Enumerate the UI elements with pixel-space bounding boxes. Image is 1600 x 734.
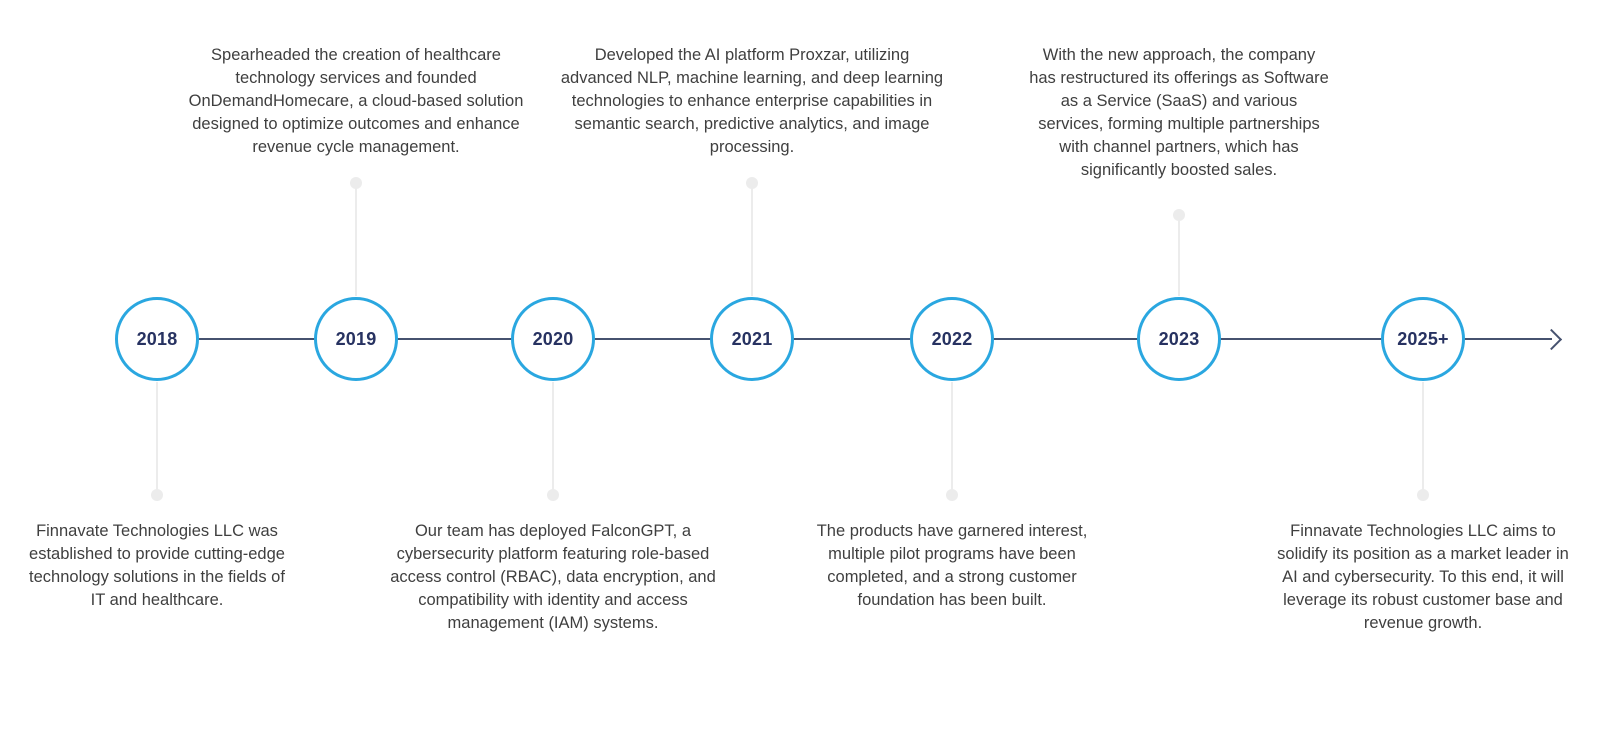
- milestone-description: Finnavate Technologies LLC was establish…: [29, 522, 285, 609]
- stem-dot: [946, 489, 958, 501]
- year-circle-2018: 2018: [115, 297, 199, 381]
- stem-dot: [350, 177, 362, 189]
- year-circle-2021: 2021: [710, 297, 794, 381]
- timeline-axis: [157, 338, 1552, 340]
- year-label: 2025+: [1397, 328, 1449, 349]
- stem-line: [355, 183, 357, 296]
- stem-line: [1422, 382, 1424, 495]
- year-label: 2018: [136, 328, 178, 349]
- stem-line: [156, 382, 158, 495]
- milestone-description: Spearheaded the creation of healthcare t…: [188, 46, 524, 156]
- milestone-description: Our team has deployed FalconGPT, a cyber…: [390, 522, 716, 632]
- year-circle-2022: 2022: [910, 297, 994, 381]
- year-circle-2023: 2023: [1137, 297, 1221, 381]
- stem-dot: [547, 489, 559, 501]
- stem-dot: [151, 489, 163, 501]
- stem-dot: [746, 177, 758, 189]
- milestone-description: Developed the AI platform Proxzar, utili…: [560, 46, 944, 156]
- year-label: 2021: [731, 328, 773, 349]
- stem-line: [552, 382, 554, 495]
- stem-dot: [1173, 209, 1185, 221]
- timeline-arrow-icon: [1540, 328, 1563, 351]
- stem-line: [751, 183, 753, 296]
- stem-dot: [1417, 489, 1429, 501]
- year-label: 2020: [532, 328, 574, 349]
- milestone-description: The products have garnered interest, mul…: [816, 522, 1088, 609]
- milestone-description: Finnavate Technologies LLC aims to solid…: [1277, 522, 1569, 632]
- year-circle-2025-plus: 2025+: [1381, 297, 1465, 381]
- stem-line: [1178, 215, 1180, 296]
- year-label: 2022: [931, 328, 973, 349]
- stem-line: [951, 382, 953, 495]
- year-circle-2020: 2020: [511, 297, 595, 381]
- milestone-description: With the new approach, the company has r…: [1029, 46, 1329, 179]
- year-circle-2019: 2019: [314, 297, 398, 381]
- year-label: 2023: [1158, 328, 1200, 349]
- year-label: 2019: [335, 328, 377, 349]
